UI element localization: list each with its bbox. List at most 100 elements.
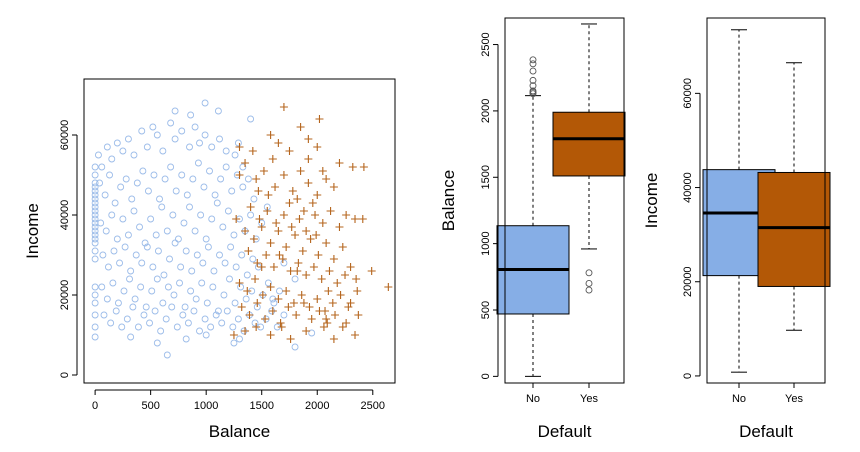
- point-no: [162, 315, 170, 323]
- point-yes: [268, 307, 277, 315]
- boxplot-chart-balance: No Yes 0 500 1000 1500 2000 2500 Default Balance: [439, 17, 626, 441]
- point-no: [111, 199, 119, 207]
- point-no: [170, 291, 178, 299]
- outlier: [585, 280, 593, 287]
- series-yes: [229, 103, 393, 343]
- point-no: [190, 307, 198, 315]
- point-no: [91, 323, 99, 331]
- point-yes: [335, 159, 344, 167]
- point-yes: [229, 331, 238, 339]
- point-no: [206, 167, 213, 175]
- point-no: [110, 247, 118, 255]
- point-no: [276, 287, 283, 295]
- point-no: [229, 323, 237, 331]
- point-no: [200, 183, 208, 191]
- point-no: [137, 283, 145, 291]
- point-no: [120, 287, 128, 295]
- point-no: [213, 199, 221, 207]
- point-yes: [322, 175, 331, 183]
- point-no: [91, 223, 99, 231]
- point-no: [91, 187, 99, 195]
- point-yes: [232, 215, 241, 223]
- point-no: [91, 311, 99, 319]
- point-no: [134, 323, 142, 331]
- point-yes: [266, 283, 275, 291]
- point-no: [184, 319, 192, 327]
- point-yes: [384, 283, 393, 291]
- point-no: [201, 315, 209, 323]
- box-yes: [757, 62, 831, 331]
- point-yes: [277, 323, 286, 331]
- point-no: [91, 171, 99, 179]
- point-yes: [304, 179, 313, 187]
- point-yes: [338, 323, 347, 331]
- point-no: [100, 311, 108, 319]
- outlier: [529, 56, 537, 64]
- point-no: [239, 183, 247, 191]
- point-yes: [235, 171, 244, 179]
- point-yes: [323, 319, 332, 327]
- point-no: [186, 143, 193, 151]
- point-no: [131, 295, 139, 303]
- point-no: [221, 259, 229, 267]
- point-no: [163, 351, 171, 359]
- series-no: [91, 99, 316, 359]
- point-no: [91, 333, 99, 341]
- point-yes: [309, 263, 318, 271]
- point-no: [174, 235, 182, 243]
- point-yes: [252, 175, 261, 183]
- point-no: [167, 163, 175, 171]
- point-no: [179, 311, 187, 319]
- point-no: [143, 143, 151, 151]
- point-yes: [342, 319, 351, 327]
- point-no: [178, 171, 186, 179]
- outlier: [529, 76, 537, 84]
- point-no: [242, 295, 250, 303]
- x-tick-label: Yes: [580, 393, 598, 405]
- point-yes: [311, 211, 320, 219]
- point-no: [236, 335, 243, 343]
- point-no: [280, 311, 288, 319]
- point-no: [124, 231, 132, 239]
- point-no: [202, 331, 210, 339]
- point-no: [232, 263, 240, 271]
- point-no: [144, 187, 152, 195]
- point-no: [152, 231, 160, 239]
- point-no: [219, 223, 227, 231]
- point-yes: [241, 227, 250, 235]
- point-no: [209, 283, 217, 291]
- point-no: [171, 135, 179, 143]
- scatter-points: [91, 99, 393, 359]
- point-no: [107, 319, 115, 327]
- point-no: [182, 247, 190, 255]
- point-yes: [287, 223, 296, 231]
- point-no: [308, 329, 316, 337]
- point-no: [153, 275, 161, 283]
- point-no: [228, 187, 236, 195]
- point-no: [223, 307, 231, 315]
- y-tick-label: 500: [480, 301, 492, 319]
- point-yes: [336, 291, 345, 299]
- point-yes: [315, 115, 324, 123]
- point-yes: [261, 315, 270, 323]
- y-tick-label: 2500: [480, 32, 492, 56]
- point-no: [222, 163, 230, 171]
- point-no: [91, 199, 99, 207]
- point-yes: [329, 255, 338, 263]
- point-yes: [305, 303, 314, 311]
- point-no: [114, 299, 122, 307]
- point-yes: [241, 159, 250, 167]
- outlier: [529, 60, 537, 68]
- point-no: [239, 163, 247, 171]
- point-no: [143, 243, 151, 251]
- point-no: [149, 263, 157, 271]
- point-yes: [335, 223, 344, 231]
- point-yes: [297, 291, 306, 299]
- point-no: [164, 283, 172, 291]
- point-yes: [249, 235, 258, 243]
- point-no: [234, 315, 242, 323]
- point-no: [177, 263, 185, 271]
- boxplot-chart-income: No Yes 0 20000 40000 60000 Default Income: [642, 17, 831, 441]
- point-yes: [308, 199, 317, 207]
- point-yes: [269, 263, 278, 271]
